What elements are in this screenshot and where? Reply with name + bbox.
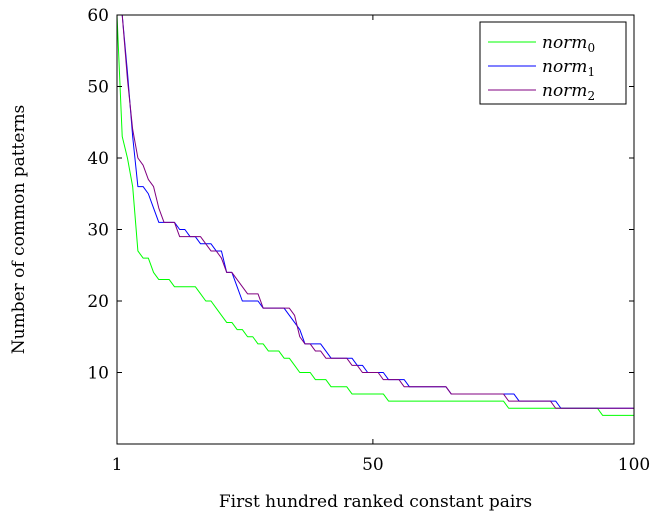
series-line-norm-0 [116,14,634,416]
y-tick-label: 30 [87,221,109,241]
y-tick-label: 20 [87,292,109,312]
series-line-norm-2 [117,14,634,409]
y-tick-label: 10 [87,364,109,384]
legend-label-1: norm1 [542,57,595,79]
legend-label-0: norm0 [542,33,595,55]
ticks-layer: 1 50 100 10 20 30 40 50 60 [87,6,650,475]
x-tick-label: 100 [618,455,650,475]
y-tick-label: 40 [87,149,109,169]
x-axis-label: First hundred ranked constant pairs [219,492,532,512]
series-layer [116,14,634,416]
y-tick-label: 60 [87,6,109,26]
x-tick-label: 1 [112,455,123,475]
y-tick-label: 50 [87,78,109,98]
x-tick-label: 50 [362,455,384,475]
y-axis-label: Number of common patterns [9,105,29,354]
legend-label-2: norm2 [542,81,595,103]
